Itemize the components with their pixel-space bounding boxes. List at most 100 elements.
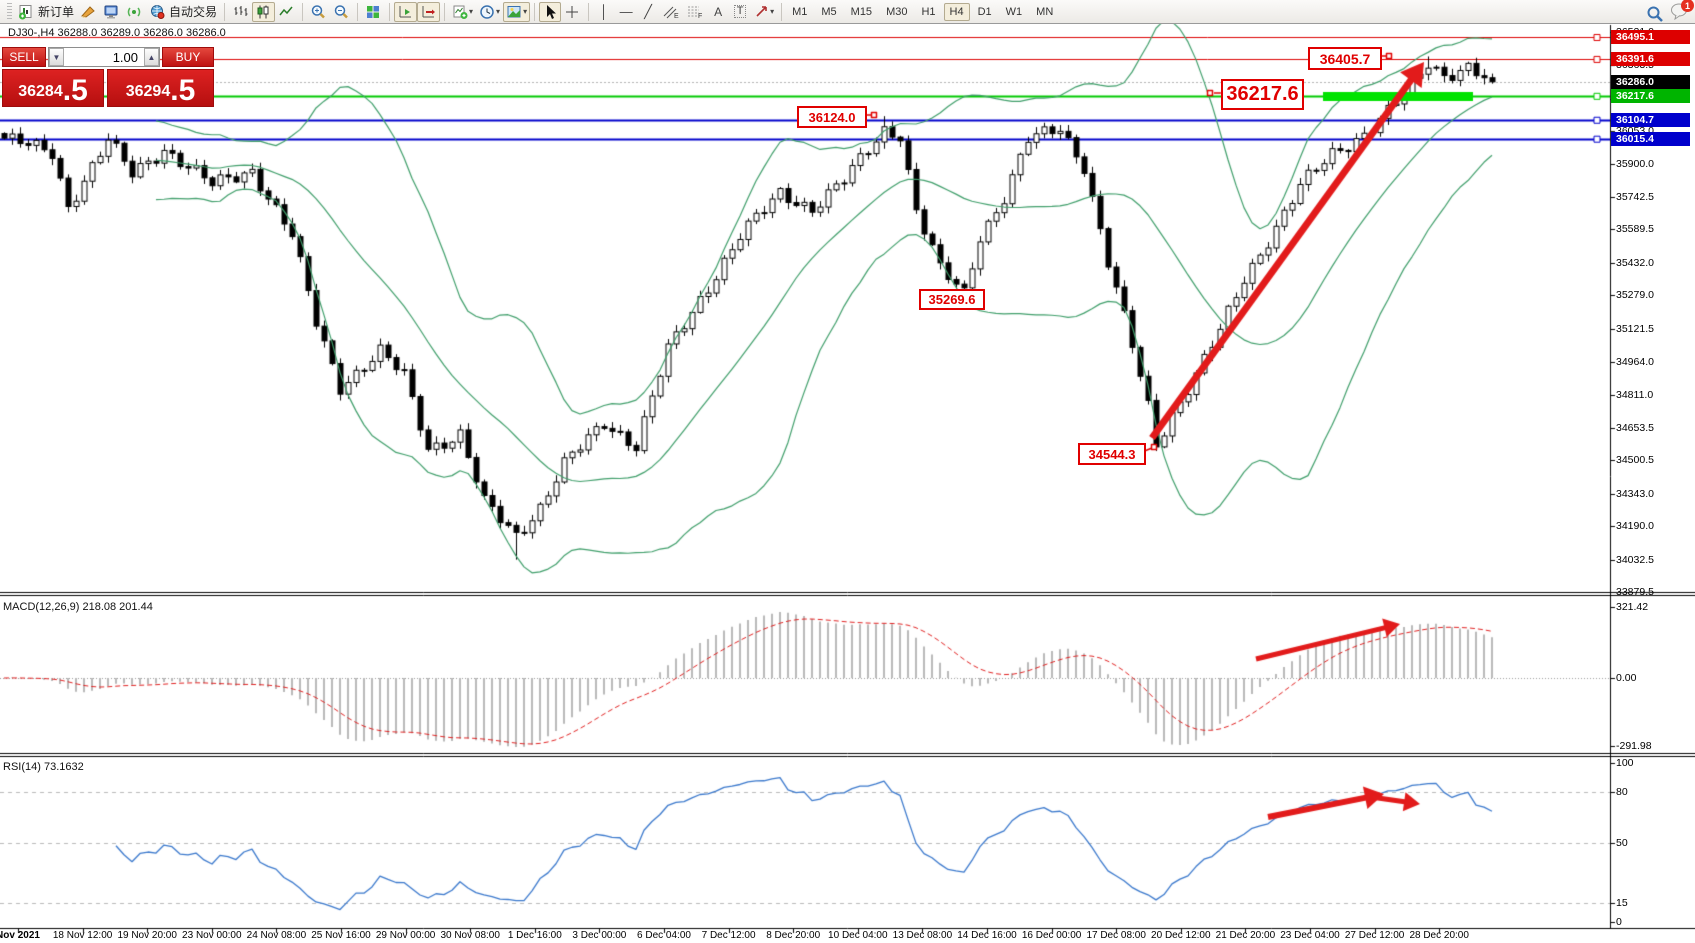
volume-down-button[interactable]: ▼ [49,48,64,66]
time-axis-tick: 18 Nov 12:00 [52,930,113,941]
market-watch-button[interactable] [100,2,123,22]
time-axis-tick: 19 Nov 20:00 [117,930,177,941]
new-order-button[interactable]: 新订单 [15,2,77,22]
auto-scroll-button[interactable] [394,1,418,22]
zoom-in-button[interactable] [307,2,330,22]
svg-text:F: F [698,13,702,20]
volume-input[interactable]: 1.00 [112,49,138,65]
time-axis-tick: 8 Dec 20:00 [766,930,821,941]
volume-up-button[interactable]: ▲ [144,48,159,66]
time-axis-tick: 3 Dec 00:00 [572,930,627,941]
horizontal-line-tool-button[interactable]: — [619,4,633,19]
time-axis-tick: 29 Nov 00:00 [375,930,436,941]
dropdown-caret-icon: ▾ [496,6,501,16]
chart-shift-button[interactable] [417,1,441,22]
one-click-trade-panel: SELL ▼ 1.00 ▲ BUY 36284 .5 36294 .5 [2,46,214,108]
timeframe-mn[interactable]: MN [1036,5,1054,18]
time-axis-tick: 6 Dec 04:00 [637,930,691,941]
separator [588,2,590,21]
crosshair-tool-button[interactable] [561,2,584,22]
template-icon [507,5,521,17]
fibonacci-icon: F [688,6,702,20]
timeframe-m1[interactable]: M1 [792,5,808,18]
sell-button[interactable]: SELL [2,47,46,67]
indicators-button[interactable]: ▾ [449,2,476,22]
periods-button[interactable]: ▾ [476,2,503,22]
main-toolbar: 新订单 自动交易 ▾ ▾ [0,0,1695,24]
crayon-tool-button[interactable] [77,2,100,22]
separator [224,2,226,21]
price-annotation[interactable]: 36124.0 [797,106,867,128]
price-axis-tick: 35279.0 [1616,289,1654,302]
price-annotation[interactable]: 34544.3 [1078,443,1146,465]
shapes-icon [756,5,767,17]
text-label-tool-button[interactable]: T [729,2,751,22]
time-axis-tick: 23 Dec 04:00 [1280,930,1340,941]
arrows-tool-button[interactable]: ▾ [751,2,777,22]
time-axis-tick: 21 Dec 20:00 [1215,930,1276,941]
price-axis-tick: 35900.0 [1616,157,1654,170]
timeframe-w1[interactable]: W1 [1005,5,1023,18]
timeframe-d1[interactable]: D1 [977,5,992,18]
fibonacci-tool-button[interactable]: F [683,2,707,22]
signal-icon [127,7,141,16]
price-tag: 36391.6 [1611,52,1690,67]
indicator-axis-tick: 321.42 [1616,601,1649,613]
time-axis-tick: 20 Dec 12:00 [1151,930,1211,941]
time-axis-tick: 28 Dec 20:00 [1409,930,1469,941]
search-icon[interactable] [1646,5,1664,23]
separator [444,2,446,21]
time-axis-tick: 25 Nov 16:00 [311,930,371,941]
bar-chart-icon [234,5,248,16]
time-axis-tick: 24 Nov 08:00 [246,930,307,941]
notifications-button[interactable]: 1 [1670,0,1694,25]
trendline-tool-button[interactable]: ╱ [644,4,652,19]
timeframe-m5[interactable]: M5 [821,5,837,18]
price-axis-tick: 34190.0 [1616,520,1654,533]
price-axis-tick: 34032.5 [1616,553,1654,566]
price-annotation[interactable]: 36217.6 [1221,79,1304,110]
price-tag: 36286.0 [1611,74,1690,89]
buy-button[interactable]: BUY [162,47,214,67]
timeframe-m15[interactable]: M15 [850,5,873,18]
text-tool-button[interactable]: A [714,4,723,19]
monitor-icon [104,5,118,18]
toolbar-grip[interactable] [7,2,12,21]
time-axis-tick: 23 Nov 00:00 [182,930,242,941]
price-axis-tick: 35121.5 [1616,322,1654,335]
cursor-tool-button[interactable] [539,1,562,22]
signals-button[interactable] [123,2,146,22]
autotrade-button[interactable]: 自动交易 [146,2,220,22]
autotrade-label: 自动交易 [169,5,218,19]
timeframe-h1[interactable]: H1 [921,5,936,18]
zoom-out-button[interactable] [330,2,353,22]
sell-price-box[interactable]: 36284 .5 [2,69,104,107]
time-axis-tick: 10 Dec 04:00 [828,930,888,941]
price-annotation[interactable]: 36405.7 [1308,47,1382,70]
time-axis-tick: 16 Dec 00:00 [1021,930,1082,941]
time-axis-tick: 1 Dec 16:00 [507,930,562,941]
templates-button[interactable]: ▾ [503,1,531,22]
svg-text:E: E [674,13,679,20]
tile-windows-button[interactable] [362,2,385,22]
buy-price-main: 36294 [125,83,171,100]
indicator-axis-tick: 100 [1616,757,1634,769]
timeframe-m30[interactable]: M30 [886,5,908,18]
timeframe-h4[interactable]: H4 [943,2,970,21]
line-chart-mode-button[interactable] [275,2,298,22]
new-order-label: 新订单 [38,5,75,19]
price-annotation[interactable]: 35269.6 [919,289,985,310]
chart-shift-icon [422,5,436,17]
bar-chart-mode-button[interactable] [229,2,252,22]
vertical-line-tool-button[interactable]: │ [600,4,609,19]
buy-price-box[interactable]: 36294 .5 [107,69,214,107]
time-axis-tick: Nov 2021 [0,930,40,941]
price-axis-tick: 34964.0 [1616,356,1654,369]
ohlc-info-line: DJ30-,H4 36288.0 36289.0 36286.0 36286.0 [8,27,226,39]
candle-chart-mode-button[interactable] [252,1,276,22]
price-axis-tick: 35589.5 [1616,223,1654,236]
price-axis-tick: 34500.5 [1616,454,1654,467]
channel-tool-button[interactable]: E [659,2,683,22]
auto-scroll-icon [399,5,412,17]
